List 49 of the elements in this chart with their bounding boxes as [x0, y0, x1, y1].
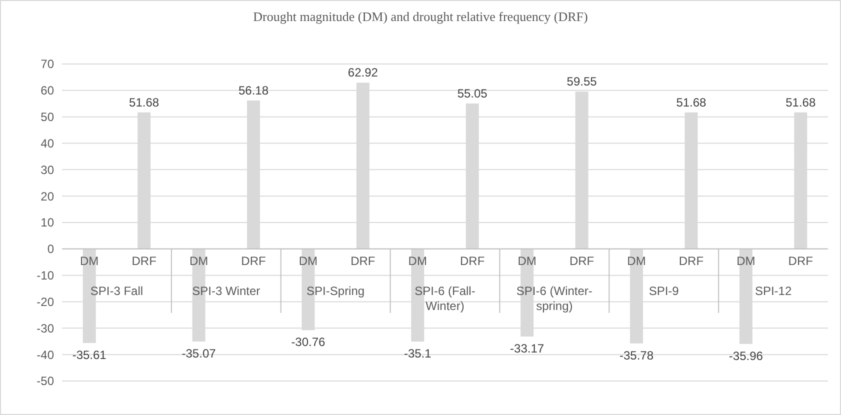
data-label: -35.78 — [619, 348, 654, 362]
annotation: SPI-9 — [648, 284, 680, 298]
data-label: -35.61 — [72, 348, 107, 362]
annotation: SPI-3 Winter — [192, 284, 260, 298]
x-tick-label: DRF — [460, 254, 485, 268]
y-tick-label: -50 — [36, 374, 54, 388]
y-tick-label: -30 — [36, 321, 54, 336]
data-label: 62.92 — [348, 66, 378, 80]
data-label: -30.76 — [291, 335, 326, 350]
x-tick-label: DM — [736, 254, 756, 268]
y-tick-label: -10 — [36, 268, 54, 283]
data-label: 51.68 — [786, 95, 816, 110]
chart-title: Drought magnitude (DM) and drought relative frequency (DRF) — [253, 9, 588, 24]
y-tick-label: -40 — [36, 348, 54, 362]
data-label: 51.68 — [129, 95, 160, 110]
annotation: SPI-6 (Winter-spring) — [516, 284, 592, 313]
y-tick-label: 20 — [40, 189, 54, 204]
data-label: -35.1 — [404, 346, 432, 361]
x-tick-label: DM — [80, 254, 99, 268]
y-tick-label: 50 — [40, 110, 54, 124]
data-label: -33.17 — [510, 342, 544, 356]
data-label: 55.05 — [457, 86, 488, 100]
x-tick-label: DM — [298, 254, 318, 268]
x-tick-label: DRF — [569, 254, 594, 268]
y-tick-label: -20 — [36, 294, 54, 309]
x-tick-label: DRF — [241, 254, 266, 268]
data-label: 51.68 — [676, 95, 707, 110]
y-tick-label: 30 — [40, 162, 54, 177]
x-tick-label: DRF — [788, 254, 813, 268]
y-tick-label: 40 — [40, 136, 54, 150]
data-label: -35.96 — [728, 348, 764, 363]
y-tick-label: 60 — [40, 84, 54, 98]
x-tick-label: DM — [518, 254, 536, 268]
annotation: SPI-3 Fall — [90, 284, 144, 298]
x-tick-label: DM — [408, 254, 427, 268]
annotation: SPI-12 — [754, 284, 792, 298]
annotation: SPI-6 (Fall-Winter) — [414, 284, 476, 313]
data-label: 56.18 — [238, 84, 269, 98]
x-tick-label: DM — [627, 254, 646, 268]
y-tick-label: 10 — [40, 216, 54, 230]
data-label: -35.07 — [182, 346, 216, 361]
y-tick-label: 0 — [47, 242, 54, 256]
x-tick-label: DRF — [678, 254, 704, 268]
annotation: SPI-Spring — [306, 284, 365, 298]
y-tick-label: 70 — [40, 57, 54, 72]
x-tick-label: DM — [189, 254, 208, 268]
x-tick-label: DRF — [132, 254, 156, 268]
data-label: 59.55 — [566, 74, 598, 89]
x-tick-label: DRF — [350, 254, 376, 268]
